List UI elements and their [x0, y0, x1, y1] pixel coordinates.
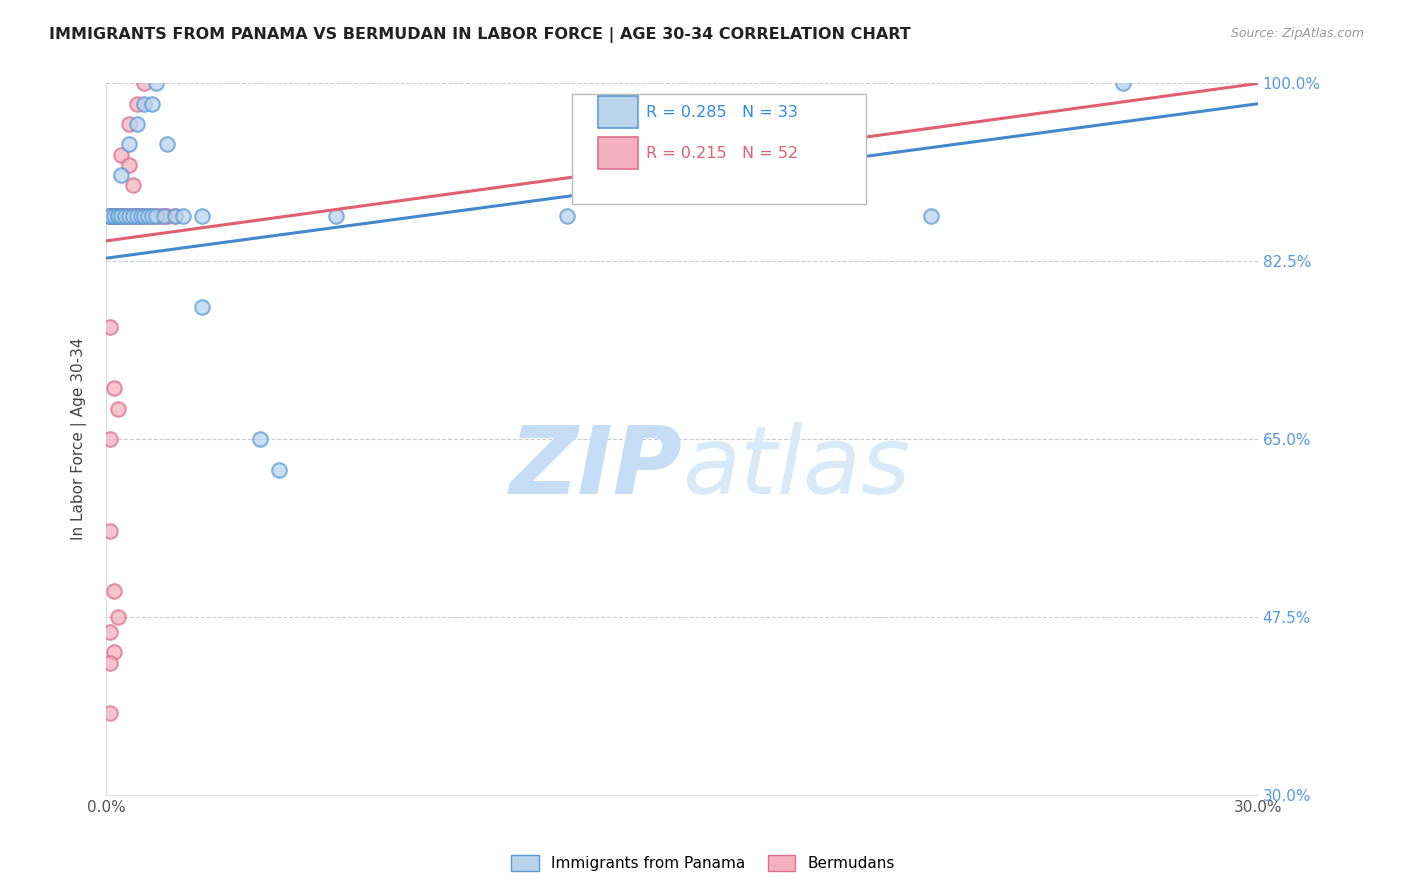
Point: [98, 209, 121, 223]
Point: [145, 209, 167, 223]
Text: IMMIGRANTS FROM PANAMA VS BERMUDAN IN LABOR FORCE | AGE 30-34 CORRELATION CHART: IMMIGRANTS FROM PANAMA VS BERMUDAN IN LA…: [49, 27, 911, 43]
Point: [103, 209, 125, 223]
Point: [103, 381, 125, 395]
Point: [141, 209, 163, 223]
Point: [107, 209, 129, 223]
Point: [921, 209, 943, 223]
Point: [98, 209, 121, 223]
FancyBboxPatch shape: [598, 136, 638, 169]
FancyBboxPatch shape: [572, 95, 866, 204]
Point: [107, 209, 129, 223]
Point: [107, 209, 129, 223]
Point: [152, 209, 174, 223]
Point: [555, 209, 578, 223]
Point: [103, 209, 125, 223]
Point: [145, 209, 167, 223]
Point: [98, 209, 121, 223]
Point: [98, 524, 121, 538]
Point: [98, 320, 121, 334]
Point: [114, 209, 136, 223]
Legend: Immigrants from Panama, Bermudans: Immigrants from Panama, Bermudans: [505, 849, 901, 877]
Point: [121, 209, 143, 223]
Point: [129, 209, 152, 223]
Point: [98, 209, 121, 223]
Text: Source: ZipAtlas.com: Source: ZipAtlas.com: [1230, 27, 1364, 40]
Point: [103, 209, 125, 223]
Point: [134, 209, 156, 223]
Point: [103, 645, 125, 659]
Point: [107, 209, 129, 223]
Point: [1112, 77, 1135, 91]
Point: [325, 209, 347, 223]
Point: [121, 209, 143, 223]
Point: [125, 117, 148, 131]
Point: [165, 209, 187, 223]
Point: [110, 209, 132, 223]
Point: [103, 209, 125, 223]
Point: [172, 209, 194, 223]
Text: R = 0.285   N = 33: R = 0.285 N = 33: [647, 105, 799, 120]
Point: [152, 209, 174, 223]
Point: [103, 209, 125, 223]
Point: [98, 656, 121, 670]
Point: [107, 209, 129, 223]
Point: [98, 706, 121, 721]
Text: ZIP: ZIP: [509, 422, 682, 514]
Point: [118, 158, 141, 172]
Point: [156, 137, 179, 152]
Point: [118, 209, 141, 223]
Point: [125, 209, 148, 223]
Point: [121, 209, 143, 223]
Point: [98, 209, 121, 223]
Point: [149, 209, 172, 223]
Point: [110, 147, 132, 161]
Point: [191, 209, 214, 223]
FancyBboxPatch shape: [598, 96, 638, 128]
Point: [125, 209, 148, 223]
Point: [98, 432, 121, 446]
Point: [191, 300, 214, 314]
Point: [125, 209, 148, 223]
Point: [125, 96, 148, 111]
Point: [98, 209, 121, 223]
Point: [134, 96, 156, 111]
Y-axis label: In Labor Force | Age 30-34: In Labor Force | Age 30-34: [72, 338, 87, 541]
Point: [125, 209, 148, 223]
Point: [165, 209, 187, 223]
Point: [145, 77, 167, 91]
Point: [134, 209, 156, 223]
Point: [114, 209, 136, 223]
Point: [118, 209, 141, 223]
Point: [98, 209, 121, 223]
Point: [121, 178, 143, 192]
Text: R = 0.215   N = 52: R = 0.215 N = 52: [647, 145, 799, 161]
Point: [156, 209, 179, 223]
Point: [110, 168, 132, 182]
Point: [107, 209, 129, 223]
Point: [107, 401, 129, 416]
Point: [110, 209, 132, 223]
Point: [141, 96, 163, 111]
Point: [114, 209, 136, 223]
Point: [136, 209, 159, 223]
Point: [107, 209, 129, 223]
Point: [118, 117, 141, 131]
Point: [110, 209, 132, 223]
Point: [98, 209, 121, 223]
Point: [107, 610, 129, 624]
Point: [141, 209, 163, 223]
Point: [129, 209, 152, 223]
Text: atlas: atlas: [682, 422, 910, 513]
Point: [134, 77, 156, 91]
Point: [103, 584, 125, 599]
Point: [136, 209, 159, 223]
Point: [98, 625, 121, 640]
Point: [118, 137, 141, 152]
Point: [103, 209, 125, 223]
Point: [249, 432, 271, 446]
Point: [267, 462, 290, 476]
